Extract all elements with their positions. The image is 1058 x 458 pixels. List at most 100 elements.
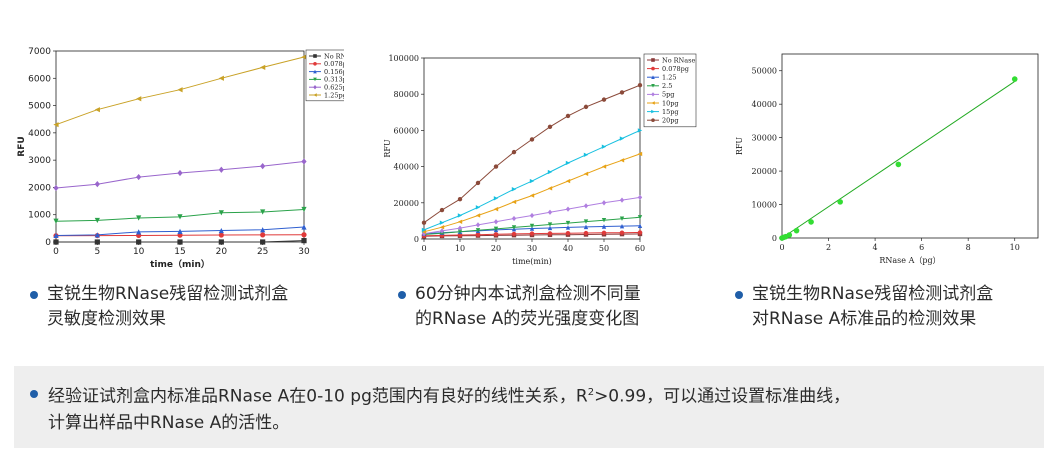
y-axis-label: RFU xyxy=(383,139,392,158)
data-point xyxy=(260,64,266,70)
data-point xyxy=(619,216,625,221)
data-point xyxy=(529,226,535,231)
summary-box: 经验证试剂盒内标准品RNase A在0-10 pg范围内有良好的线性关系，R2>… xyxy=(14,366,1044,448)
series-5 xyxy=(53,54,307,128)
y-tick-label: 6000 xyxy=(28,74,51,84)
data-point xyxy=(619,230,625,235)
chart-standard-curve: 0 10000 20000 30000 40000 50000 0 2 4 6 8 10 RNase A… xyxy=(720,38,1050,273)
data-point xyxy=(511,231,517,237)
y-tick-label: 20000 xyxy=(752,167,777,176)
data-point xyxy=(529,223,535,229)
series-4 xyxy=(53,158,307,192)
data-point xyxy=(136,173,142,181)
data-point xyxy=(493,164,499,169)
plot-frame xyxy=(55,50,305,243)
data-point xyxy=(421,220,427,225)
bullet-icon xyxy=(398,291,406,299)
data-point xyxy=(637,230,643,235)
data-point xyxy=(260,163,266,170)
legend-label: 0.078pg xyxy=(662,65,689,73)
data-point xyxy=(493,232,499,237)
data-point xyxy=(94,181,100,188)
y-tick-label: 50000 xyxy=(752,67,777,76)
data-point xyxy=(808,219,814,225)
series-7 xyxy=(421,82,643,225)
y-tick-label: 0 xyxy=(45,238,51,248)
data-point xyxy=(301,54,307,60)
data-point xyxy=(260,239,266,245)
legend-marker xyxy=(313,62,317,66)
data-point xyxy=(529,231,535,236)
data-point xyxy=(547,124,553,129)
caption-line: 的RNase A的荧光强度变化图 xyxy=(415,309,640,329)
data-point xyxy=(177,228,183,234)
series-1 xyxy=(421,230,643,238)
data-point xyxy=(218,227,224,234)
caption-line: 宝锐生物RNase残留检测试剂盒 xyxy=(47,284,289,304)
x-tick-label: 25 xyxy=(257,247,268,257)
legend-box xyxy=(643,53,697,128)
data-point xyxy=(457,229,463,234)
caption-line: 60分钟内本试剂盒检测不同量 xyxy=(415,284,641,304)
x-tick-label: 30 xyxy=(298,247,310,257)
legend-marker xyxy=(313,69,317,74)
x-tick-label: 20 xyxy=(216,247,228,257)
legend-label: 1.25pg xyxy=(324,91,344,99)
x-tick-label: 0 xyxy=(53,247,59,257)
series-2 xyxy=(53,224,307,239)
data-point xyxy=(601,200,607,206)
chart-time-course-svg: 0 20000 40000 60000 80000 100000 0 10 20 30 40 50 60… xyxy=(383,53,697,266)
legend-label: 0.156pg xyxy=(324,68,344,76)
legend-label: No RNase xyxy=(324,52,344,60)
legend-label: 1.25 xyxy=(662,74,676,82)
y-tick-label: 7000 xyxy=(28,47,51,57)
legend-label: 10pg xyxy=(662,99,679,107)
data-point xyxy=(895,161,902,168)
data-point xyxy=(565,178,571,184)
summary-superscript: 2 xyxy=(587,387,595,398)
legend-marker xyxy=(313,54,317,58)
data-point xyxy=(457,196,463,202)
data-point xyxy=(301,158,307,165)
data-point xyxy=(301,224,307,230)
fit-line xyxy=(781,81,1016,239)
data-point xyxy=(547,225,553,231)
series-6 xyxy=(421,128,643,233)
data-point xyxy=(301,238,307,244)
x-tick-label: 10 xyxy=(455,244,465,253)
data-point xyxy=(53,239,59,245)
data-point xyxy=(94,239,100,245)
y-tick-label: 2000 xyxy=(28,183,51,193)
x-tick-label: 4 xyxy=(873,243,878,252)
data-point xyxy=(547,231,553,236)
legend-marker xyxy=(651,75,655,79)
data-point xyxy=(475,180,481,186)
series-0 xyxy=(53,238,307,245)
y-tick-label: 40000 xyxy=(752,100,777,109)
legend-label: 0.313pg xyxy=(324,76,344,84)
data-point xyxy=(565,220,571,226)
data-point xyxy=(439,228,445,234)
data-point xyxy=(136,215,142,221)
data-point xyxy=(583,219,589,224)
legend: No RNase0.078pg0.156pg0.313pg0.625pg1.25… xyxy=(305,49,344,102)
data-point xyxy=(601,230,607,236)
caption-time-course: 60分钟内本试剂盒检测不同量 的RNase A的荧光强度变化图 xyxy=(398,282,718,332)
legend-label: No RNase xyxy=(662,56,695,64)
y-tick-label: 30000 xyxy=(752,134,777,143)
data-point xyxy=(218,232,224,238)
series-3 xyxy=(421,215,643,237)
data-point xyxy=(136,239,142,245)
summary-line-1: 经验证试剂盒内标准品RNase A在0-10 pg范围内有良好的线性关系，R2>… xyxy=(48,380,850,410)
axes: 0 1000 2000 3000 4000 5000 6000 7000 0 5 10 15 20 25 3… xyxy=(17,47,310,270)
data-point xyxy=(529,178,535,184)
series-5 xyxy=(421,151,643,234)
data-point xyxy=(177,214,183,220)
data-point xyxy=(511,149,517,155)
axes: 0 10000 20000 30000 40000 50000 0 2 4 6 8 10 RNase A… xyxy=(735,53,1039,265)
data-point xyxy=(53,184,59,192)
axes: 0 20000 40000 60000 80000 100000 0 10 20 30 40 50 60… xyxy=(383,54,645,266)
chart-standard-curve-svg: 0 10000 20000 30000 40000 50000 0 2 4 6 8 10 RNase A… xyxy=(735,53,1039,265)
series-3 xyxy=(53,206,307,224)
